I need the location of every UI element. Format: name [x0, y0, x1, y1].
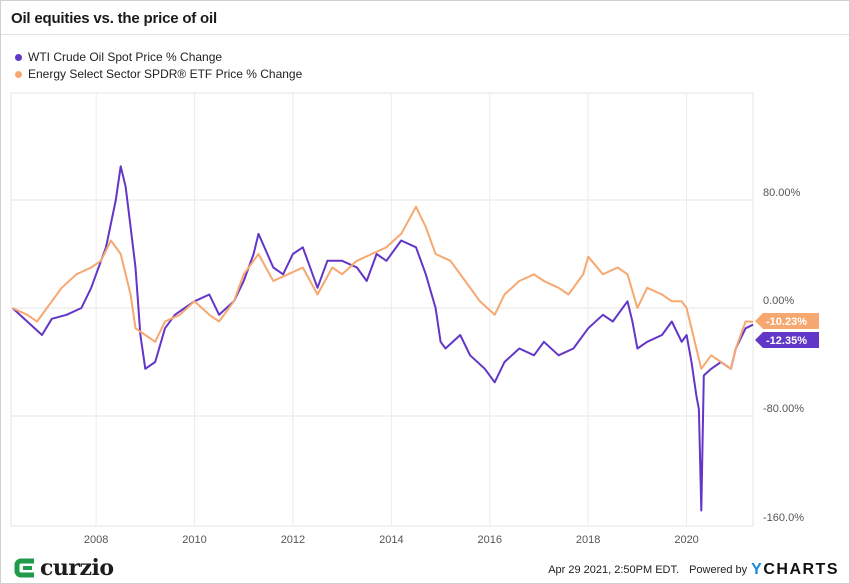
- x-tick-label: 2010: [182, 534, 206, 546]
- plot-frame: [10, 92, 754, 527]
- ycharts-logo-text: CHARTS: [763, 561, 839, 578]
- legend-item-xle[interactable]: Energy Select Sector SPDR® ETF Price % C…: [15, 67, 302, 81]
- title-divider: [1, 34, 849, 35]
- x-tick-label: 2016: [478, 534, 502, 546]
- x-tick-label: 2012: [281, 534, 305, 546]
- series-line-wti: [11, 165, 754, 512]
- x-tick-label: 2008: [84, 534, 108, 546]
- y-tick-label: -160.0%: [763, 512, 804, 524]
- x-tick-label: 2020: [674, 534, 698, 546]
- y-tick-label: 80.00%: [763, 187, 801, 199]
- ycharts-logo[interactable]: YCHARTS: [751, 561, 839, 579]
- y-tick-label: 0.00%: [763, 295, 794, 307]
- last-value-label: -10.23%: [766, 316, 807, 328]
- x-tick-label: 2018: [576, 534, 600, 546]
- x-tick-label: 2014: [379, 534, 403, 546]
- last-value-tag-wti: [755, 332, 819, 348]
- series-line-energy-etf: [12, 205, 754, 370]
- ycharts-logo-y: Y: [751, 561, 764, 578]
- footer: Apr 29 2021, 2:50PM EDT. Powered by YCHA…: [548, 561, 839, 579]
- legend-label: Energy Select Sector SPDR® ETF Price % C…: [28, 67, 303, 81]
- logo-text: curzio: [40, 555, 114, 581]
- timestamp: Apr 29 2021, 2:50PM EDT.: [548, 564, 680, 576]
- curzio-logo-icon: [14, 558, 34, 578]
- last-value-label: -12.35%: [766, 335, 807, 347]
- legend-item-wti[interactable]: WTI Crude Oil Spot Price % Change: [15, 50, 222, 64]
- legend-label: WTI Crude Oil Spot Price % Change: [28, 50, 223, 64]
- legend-dot-icon: [15, 53, 22, 61]
- last-value-tag-energy-etf: [755, 313, 819, 329]
- legend-dot-icon: [15, 70, 22, 78]
- curzio-logo: curzio: [13, 556, 114, 580]
- chart-title: Oil equities vs. the price of oil: [11, 10, 217, 27]
- y-tick-label: -80.00%: [763, 403, 804, 415]
- powered-by: Powered by: [689, 564, 748, 576]
